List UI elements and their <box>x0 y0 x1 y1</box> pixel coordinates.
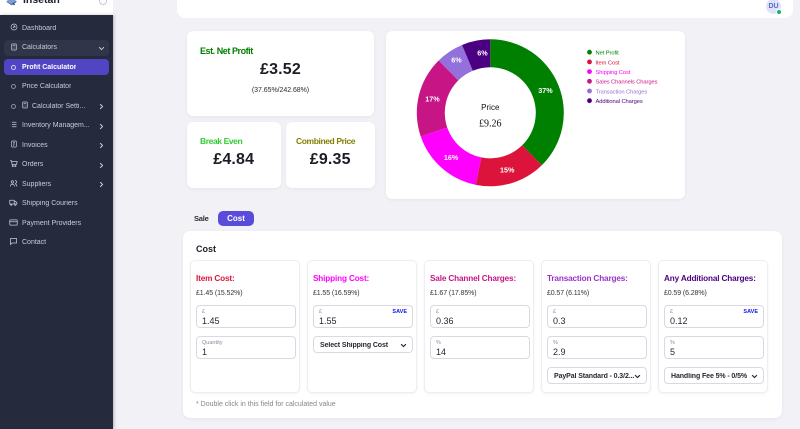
svg-text:Shipping Cost: Shipping Cost <box>596 70 631 76</box>
svg-text:Price: Price <box>481 103 500 112</box>
svg-text:Sales Channels Charges: Sales Channels Charges <box>596 80 658 86</box>
svg-text:£9.26: £9.26 <box>479 119 502 130</box>
svg-text:Transaction Charges: Transaction Charges <box>596 89 648 95</box>
svg-text:6%: 6% <box>451 56 462 65</box>
svg-text:17%: 17% <box>425 95 440 104</box>
svg-text:15%: 15% <box>500 165 515 174</box>
svg-text:6%: 6% <box>477 49 488 58</box>
svg-text:Net Profit: Net Profit <box>596 51 620 57</box>
svg-text:37%: 37% <box>538 86 553 95</box>
svg-text:Additional Charges: Additional Charges <box>596 99 643 105</box>
svg-text:Item Cost: Item Cost <box>596 60 620 66</box>
svg-text:16%: 16% <box>444 153 459 162</box>
